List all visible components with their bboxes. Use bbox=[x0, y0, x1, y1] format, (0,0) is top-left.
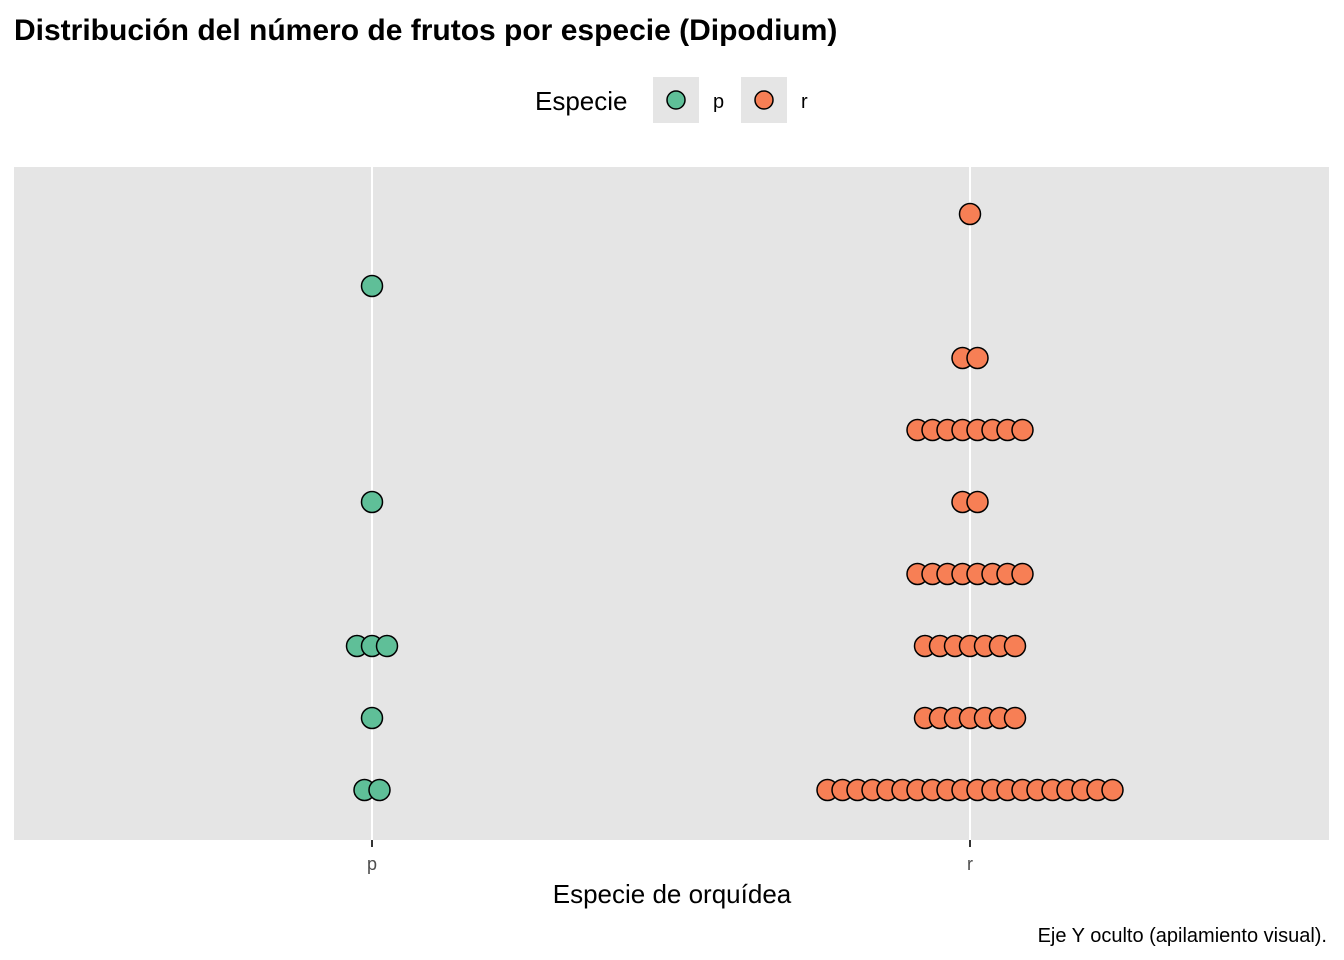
dot-r bbox=[1003, 634, 1027, 658]
legend-title: Especie bbox=[535, 86, 628, 116]
dot-r bbox=[1011, 418, 1034, 442]
dot-r bbox=[1003, 706, 1027, 730]
legend-dot-p bbox=[666, 90, 686, 110]
dot-p bbox=[360, 706, 384, 730]
dot-r bbox=[966, 346, 989, 370]
x-tick-label: p bbox=[367, 854, 377, 874]
chart-title: Distribución del número de frutos por es… bbox=[14, 14, 837, 47]
legend-label-r: r bbox=[801, 91, 808, 113]
legend: Especie p r bbox=[535, 77, 808, 123]
caption: Eje Y oculto (apilamiento visual). bbox=[1038, 925, 1327, 947]
dot-p bbox=[375, 634, 399, 658]
legend-label-p: p bbox=[713, 91, 724, 113]
plot-panel bbox=[14, 167, 1329, 840]
dot-r bbox=[1011, 562, 1034, 586]
dot-r bbox=[958, 202, 982, 226]
dot-p bbox=[368, 778, 391, 802]
dot-p bbox=[360, 274, 384, 298]
x-axis-label: Especie de orquídea bbox=[553, 879, 792, 909]
legend-dot-r bbox=[754, 90, 774, 110]
dot-r bbox=[966, 490, 989, 514]
x-tick-label: r bbox=[967, 854, 973, 874]
dot-p bbox=[360, 490, 384, 514]
dot-r bbox=[1101, 778, 1124, 802]
